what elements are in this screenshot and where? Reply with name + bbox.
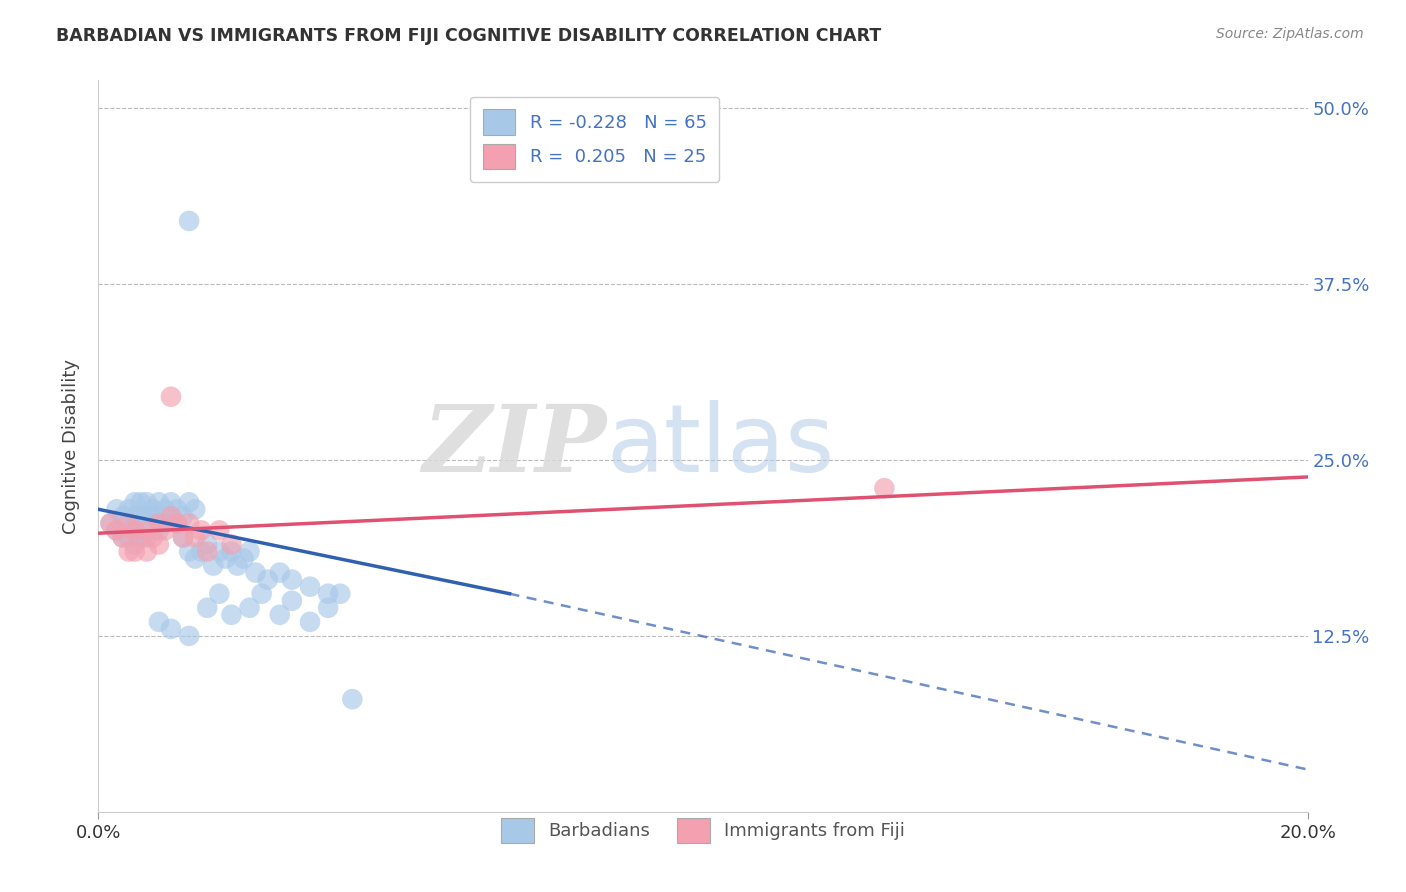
- Point: [118, 502, 141, 516]
- Point: [105, 524, 128, 538]
- Point: [172, 530, 194, 544]
- Point: [118, 516, 141, 531]
- Point: [202, 558, 225, 573]
- Point: [142, 516, 165, 531]
- Point: [124, 509, 146, 524]
- Point: [179, 544, 201, 558]
- Point: [111, 509, 134, 524]
- Point: [160, 495, 183, 509]
- Point: [129, 530, 152, 544]
- Point: [281, 593, 304, 607]
- Point: [221, 544, 243, 558]
- Point: [100, 516, 122, 531]
- Point: [269, 607, 291, 622]
- Point: [190, 544, 212, 558]
- Legend: Barbadians, Immigrants from Fiji: Barbadians, Immigrants from Fiji: [491, 806, 915, 854]
- Point: [226, 558, 249, 573]
- Point: [256, 573, 278, 587]
- Point: [184, 551, 207, 566]
- Point: [281, 573, 304, 587]
- Point: [160, 390, 183, 404]
- Point: [166, 516, 188, 531]
- Point: [142, 502, 165, 516]
- Point: [148, 537, 170, 551]
- Point: [105, 502, 128, 516]
- Point: [873, 481, 896, 495]
- Point: [239, 544, 262, 558]
- Point: [269, 566, 291, 580]
- Point: [166, 516, 188, 531]
- Point: [299, 580, 322, 594]
- Point: [153, 516, 176, 531]
- Point: [214, 551, 236, 566]
- Point: [124, 495, 146, 509]
- Point: [221, 537, 243, 551]
- Point: [172, 509, 194, 524]
- Point: [179, 214, 201, 228]
- Point: [118, 544, 141, 558]
- Point: [129, 495, 152, 509]
- Point: [129, 509, 152, 524]
- Point: [105, 524, 128, 538]
- Point: [135, 530, 157, 544]
- Point: [245, 566, 267, 580]
- Point: [184, 530, 207, 544]
- Point: [208, 524, 231, 538]
- Point: [239, 600, 262, 615]
- Point: [342, 692, 364, 706]
- Point: [166, 502, 188, 516]
- Text: BARBADIAN VS IMMIGRANTS FROM FIJI COGNITIVE DISABILITY CORRELATION CHART: BARBADIAN VS IMMIGRANTS FROM FIJI COGNIT…: [56, 27, 882, 45]
- Point: [148, 516, 170, 531]
- Point: [208, 544, 231, 558]
- Point: [179, 495, 201, 509]
- Point: [148, 524, 170, 538]
- Point: [135, 524, 157, 538]
- Point: [221, 607, 243, 622]
- Point: [179, 629, 201, 643]
- Point: [195, 600, 218, 615]
- Point: [172, 530, 194, 544]
- Point: [100, 516, 122, 531]
- Point: [329, 587, 352, 601]
- Point: [153, 502, 176, 516]
- Point: [232, 551, 254, 566]
- Point: [135, 509, 157, 524]
- Text: Source: ZipAtlas.com: Source: ZipAtlas.com: [1216, 27, 1364, 41]
- Point: [124, 544, 146, 558]
- Point: [135, 544, 157, 558]
- Point: [124, 524, 146, 538]
- Point: [208, 587, 231, 601]
- Point: [148, 495, 170, 509]
- Point: [142, 530, 165, 544]
- Point: [135, 495, 157, 509]
- Text: atlas: atlas: [606, 400, 835, 492]
- Point: [148, 509, 170, 524]
- Point: [124, 537, 146, 551]
- Point: [250, 587, 273, 601]
- Point: [190, 524, 212, 538]
- Point: [111, 530, 134, 544]
- Point: [316, 587, 339, 601]
- Point: [184, 502, 207, 516]
- Text: ZIP: ZIP: [422, 401, 606, 491]
- Point: [111, 530, 134, 544]
- Y-axis label: Cognitive Disability: Cognitive Disability: [62, 359, 80, 533]
- Point: [195, 537, 218, 551]
- Point: [118, 530, 141, 544]
- Point: [299, 615, 322, 629]
- Point: [124, 524, 146, 538]
- Point: [160, 622, 183, 636]
- Point: [153, 524, 176, 538]
- Point: [316, 600, 339, 615]
- Point: [129, 530, 152, 544]
- Point: [195, 544, 218, 558]
- Point: [179, 516, 201, 531]
- Point: [118, 516, 141, 531]
- Point: [148, 615, 170, 629]
- Point: [160, 509, 183, 524]
- Point: [160, 509, 183, 524]
